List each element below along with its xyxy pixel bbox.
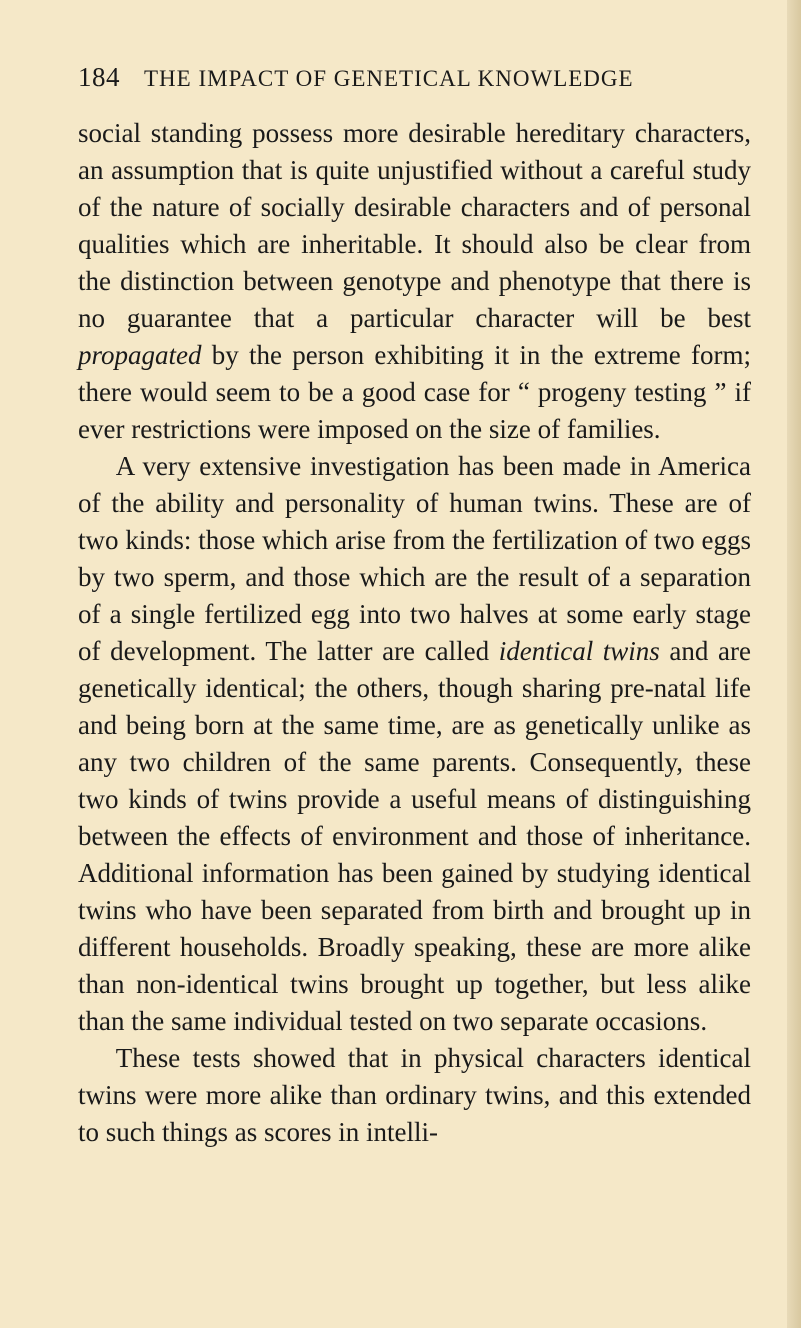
running-head: 184 THE IMPACT OF GENETICAL KNOWLEDGE [78,62,751,93]
paragraph: social standing possess more desirable h… [78,115,751,448]
body-text-run: A very extensive investigation has been … [78,451,751,666]
running-title: THE IMPACT OF GENETICAL KNOWLEDGE [144,66,634,92]
body-text-run: These tests showed that in physical char… [78,1043,751,1147]
body-text: social standing possess more desirable h… [78,115,751,1151]
page-number: 184 [78,62,120,93]
body-text-run: and are genetically identical; the other… [78,636,751,1036]
paragraph: A very extensive investigation has been … [78,448,751,1040]
italic-text: identical twins [499,636,660,666]
body-text-run: social standing possess more desirable h… [78,118,751,333]
paragraph: These tests showed that in physical char… [78,1040,751,1151]
book-page: 184 THE IMPACT OF GENETICAL KNOWLEDGE so… [0,0,801,1328]
italic-text: propagated [78,340,202,370]
